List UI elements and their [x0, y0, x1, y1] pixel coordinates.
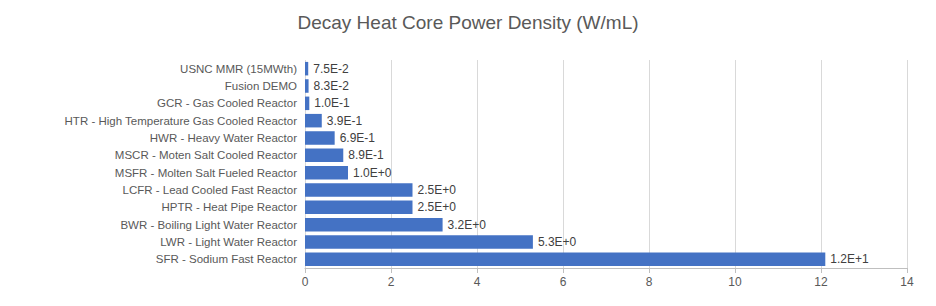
svg-text:14: 14 [900, 275, 914, 289]
svg-text:Decay Heat Core Power Density: Decay Heat Core Power Density (W/mL) [297, 12, 638, 33]
svg-text:LWR - Light Water Reactor: LWR - Light Water Reactor [160, 236, 297, 248]
svg-text:BWR - Boiling Light Water Reac: BWR - Boiling Light Water Reactor [120, 219, 297, 231]
svg-text:LCFR - Lead Cooled Fast Reacto: LCFR - Lead Cooled Fast Reactor [123, 184, 298, 196]
svg-text:8: 8 [646, 275, 653, 289]
svg-text:Fusion DEMO: Fusion DEMO [225, 80, 297, 92]
svg-text:8.3E-2: 8.3E-2 [314, 79, 350, 93]
svg-text:3.9E-1: 3.9E-1 [327, 114, 363, 128]
svg-text:3.2E+0: 3.2E+0 [448, 218, 487, 232]
svg-text:6: 6 [560, 275, 567, 289]
svg-text:0: 0 [302, 275, 309, 289]
svg-text:1.0E-1: 1.0E-1 [314, 96, 350, 110]
svg-text:2.5E+0: 2.5E+0 [418, 200, 457, 214]
svg-text:GCR - Gas Cooled Reactor: GCR - Gas Cooled Reactor [157, 97, 297, 109]
svg-text:HTR - High Temperature Gas Coo: HTR - High Temperature Gas Cooled Reacto… [65, 115, 298, 127]
svg-text:1.0E+0: 1.0E+0 [353, 166, 392, 180]
svg-text:HPTR - Heat Pipe Reactor: HPTR - Heat Pipe Reactor [162, 201, 298, 213]
svg-text:MSCR - Moten Salt Cooled React: MSCR - Moten Salt Cooled Reactor [115, 149, 297, 161]
svg-text:8.9E-1: 8.9E-1 [348, 148, 384, 162]
svg-text:1.2E+1: 1.2E+1 [830, 252, 869, 266]
svg-text:USNC MMR (15MWth): USNC MMR (15MWth) [180, 63, 297, 75]
svg-text:5.3E+0: 5.3E+0 [538, 235, 577, 249]
svg-text:4: 4 [474, 275, 481, 289]
svg-text:MSFR - Molten Salt Fueled Reac: MSFR - Molten Salt Fueled Reactor [115, 167, 297, 179]
svg-text:6.9E-1: 6.9E-1 [340, 131, 376, 145]
svg-text:2: 2 [388, 275, 395, 289]
svg-text:HWR - Heavy Water Reactor: HWR - Heavy Water Reactor [150, 132, 297, 144]
svg-text:7.5E-2: 7.5E-2 [313, 62, 349, 76]
svg-text:12: 12 [814, 275, 828, 289]
svg-text:10: 10 [728, 275, 742, 289]
svg-text:2.5E+0: 2.5E+0 [418, 183, 457, 197]
svg-text:SFR - Sodium Fast Reactor: SFR - Sodium Fast Reactor [156, 253, 297, 265]
